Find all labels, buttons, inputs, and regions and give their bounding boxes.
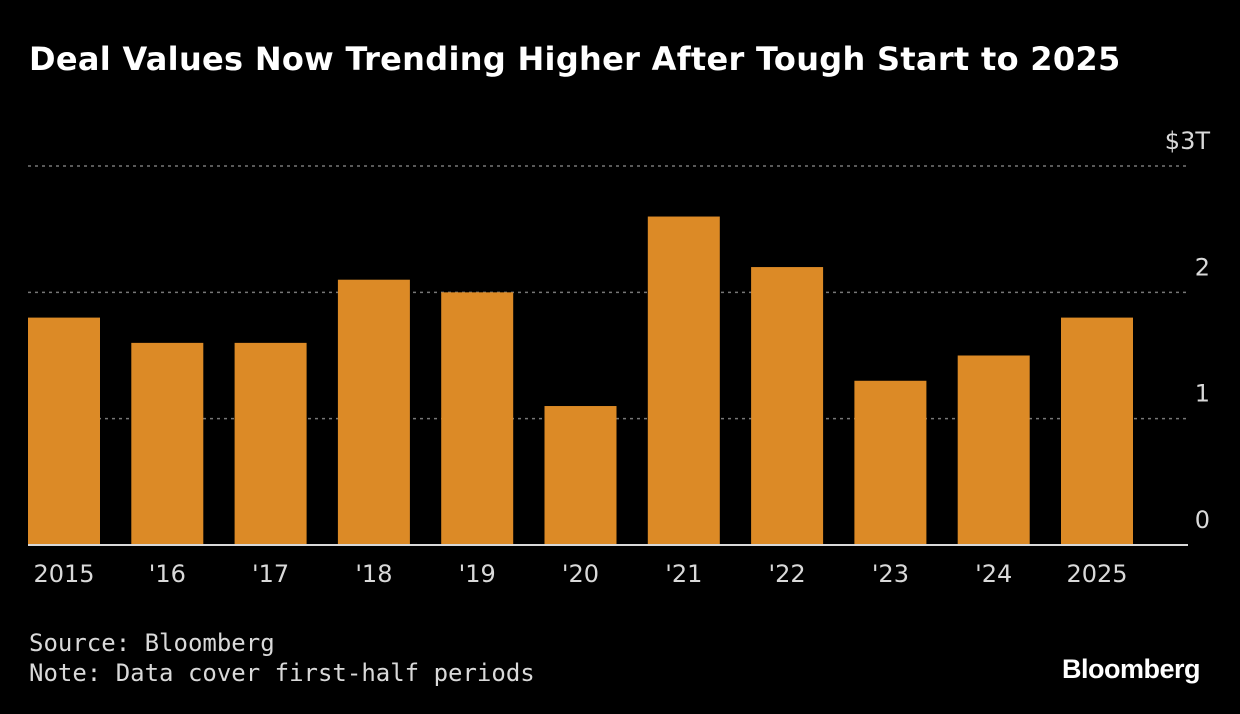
- x-tick-label: '21: [665, 560, 702, 588]
- bar: [854, 380, 927, 545]
- x-tick-label: '18: [355, 560, 392, 588]
- bar: [751, 267, 824, 545]
- bars: [28, 216, 1133, 546]
- bar: [647, 216, 720, 546]
- x-tick-label: '22: [769, 560, 806, 588]
- y-tick-label: 1: [1195, 380, 1210, 408]
- x-tick-label: 2025: [1066, 560, 1127, 588]
- x-tick-label: '16: [149, 560, 186, 588]
- bar: [131, 342, 204, 545]
- y-tick-labels: 0 1 2 $3T: [1165, 127, 1211, 534]
- bar: [234, 342, 307, 545]
- bloomberg-logo: Bloomberg: [1061, 654, 1201, 684]
- y-tick-label: 0: [1195, 506, 1210, 534]
- y-tick-label: 2: [1195, 253, 1210, 281]
- x-tick-label: '23: [872, 560, 909, 588]
- x-tick-label: 2015: [33, 560, 94, 588]
- bar: [28, 317, 100, 545]
- bar: [337, 279, 410, 545]
- x-tick-label: '20: [562, 560, 599, 588]
- bar: [957, 355, 1030, 545]
- data-note: Note: Data cover first-half periods: [29, 659, 535, 687]
- bar: [441, 292, 514, 545]
- x-tick-labels: 2015 '16 '17 '18 '19 '20 '21 '22 '23 '24 2025: [33, 560, 1127, 588]
- x-tick-label: '24: [975, 560, 1012, 588]
- source-note: Source: Bloomberg: [29, 629, 275, 657]
- footer: Source: Bloomberg Note: Data cover first…: [29, 628, 535, 688]
- x-tick-label: '19: [459, 560, 496, 588]
- y-tick-label: $3T: [1165, 127, 1211, 155]
- chart-title: Deal Values Now Trending Higher After To…: [29, 40, 1121, 78]
- bar: [1061, 317, 1133, 545]
- x-tick-label: '17: [252, 560, 289, 588]
- bar: [544, 406, 617, 545]
